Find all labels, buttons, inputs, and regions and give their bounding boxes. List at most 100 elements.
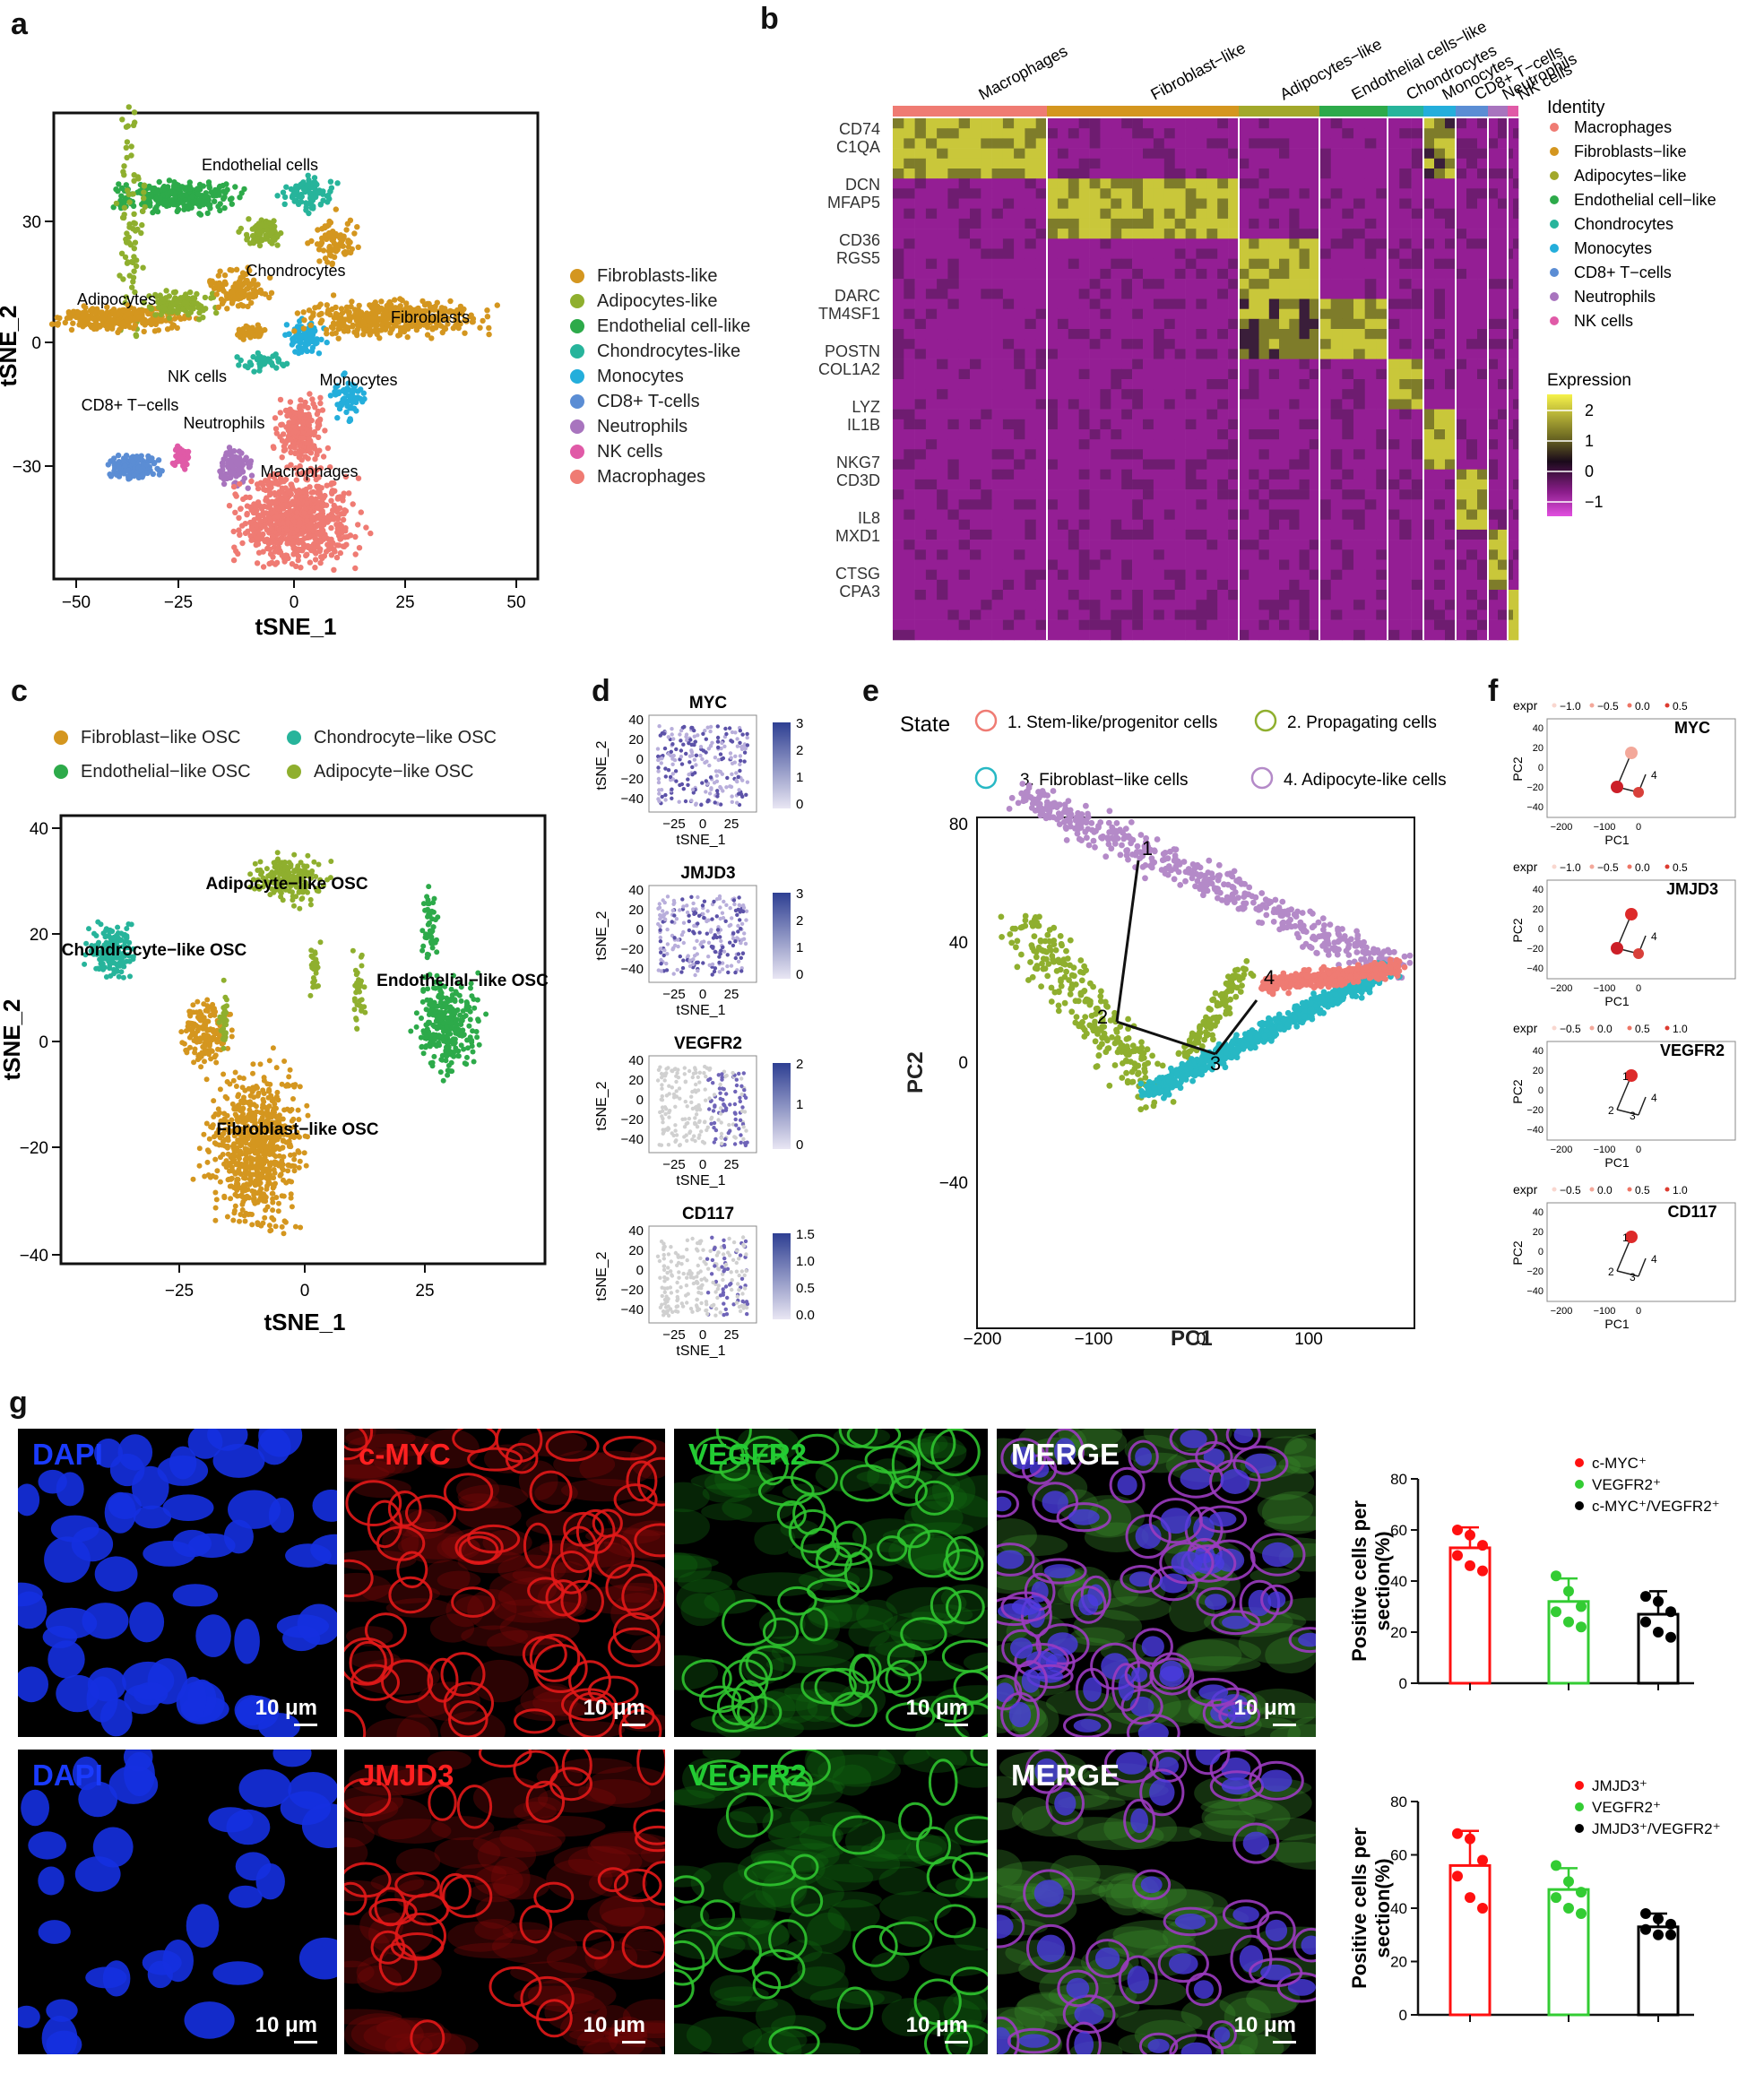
heat-cell	[1047, 339, 1059, 350]
heat-cell	[1196, 399, 1207, 410]
heat-cell	[1078, 359, 1090, 370]
tsne-point	[117, 272, 123, 279]
tsne-point	[272, 549, 279, 555]
tsne-point	[157, 195, 163, 202]
heat-cell	[1466, 258, 1478, 270]
heat-cell	[947, 298, 959, 309]
tsne-point	[317, 559, 324, 566]
heat-cell	[958, 429, 971, 440]
heat-cell	[1388, 379, 1400, 390]
tsne-point	[120, 307, 126, 314]
heat-cell	[1488, 128, 1499, 139]
heat-cell	[958, 158, 971, 169]
tsne-point	[348, 304, 354, 310]
heat-cell	[1508, 289, 1514, 299]
heat-cell	[991, 218, 1004, 229]
heat-cell	[1388, 289, 1400, 299]
heat-cell	[893, 248, 904, 259]
heat-cell	[1319, 298, 1331, 309]
heat-cell	[1279, 379, 1290, 390]
tsne-point	[328, 524, 334, 531]
tsne-point	[442, 315, 449, 322]
tsne-point	[119, 117, 125, 123]
heat-cell	[1279, 238, 1290, 249]
heat-cell	[1153, 419, 1165, 430]
heat-cell	[1249, 419, 1259, 430]
heat-cell	[1057, 429, 1069, 440]
tsne-point	[176, 445, 182, 453]
heat-cell	[1411, 318, 1424, 330]
tsne-point	[439, 329, 445, 336]
tsne-point	[372, 313, 379, 319]
tsne-point	[427, 315, 434, 321]
heat-cell	[1035, 318, 1048, 330]
heat-cell	[1143, 289, 1154, 299]
tsne-point	[407, 305, 413, 311]
heat-cell	[1399, 368, 1412, 380]
heat-cell	[1174, 148, 1186, 160]
tsne-point	[308, 315, 315, 322]
heat-cell	[1299, 158, 1310, 169]
heat-cell	[970, 178, 981, 189]
tsne-point	[299, 448, 306, 454]
tsne-point	[220, 476, 227, 482]
heat-cell	[893, 399, 904, 410]
heat-cell	[937, 318, 948, 330]
heat-cell	[1089, 339, 1101, 350]
heat-cell	[904, 208, 915, 220]
heat-cell	[1508, 368, 1514, 380]
heat-cell	[1309, 409, 1320, 420]
heat-cell	[1057, 279, 1069, 289]
tsne-point	[292, 184, 299, 191]
heat-cell	[991, 118, 1004, 129]
panel-a-cluster-labels: Endothelial cellsChondrocytesAdipocytesF…	[77, 156, 470, 480]
heat-cell	[1299, 379, 1310, 390]
heat-cell	[991, 238, 1004, 249]
heat-cell	[1466, 439, 1478, 450]
heat-cell	[1217, 188, 1229, 199]
tsne-point	[131, 211, 137, 217]
heat-cell	[1100, 188, 1111, 199]
tsne-point	[288, 462, 294, 468]
heat-cell	[970, 449, 981, 460]
heat-cell	[1228, 419, 1240, 430]
heat-cell	[1196, 318, 1207, 330]
heat-cell	[1014, 339, 1025, 350]
heat-cell	[1456, 248, 1467, 259]
heat-cell	[1309, 329, 1320, 340]
heat-cell	[1174, 268, 1186, 280]
heat-cell	[1299, 198, 1310, 209]
tsne-point	[349, 399, 356, 406]
heat-cell	[991, 128, 1004, 139]
heat-cell	[1445, 419, 1457, 430]
heat-cell	[1002, 349, 1015, 359]
heat-cell	[1196, 419, 1207, 430]
heat-cell	[1309, 178, 1320, 189]
heat-cell	[1014, 118, 1025, 129]
tsne-point	[345, 244, 352, 250]
heat-cell	[914, 148, 927, 160]
heat-cell	[1111, 138, 1122, 149]
heat-cell	[1174, 218, 1186, 229]
heat-cell	[893, 419, 904, 430]
heat-cell	[1508, 169, 1514, 179]
tsne-point	[344, 385, 350, 392]
heat-cell	[1228, 298, 1240, 309]
heat-cell	[1376, 138, 1388, 149]
heat-cell	[937, 359, 948, 370]
heat-cell	[1249, 449, 1259, 460]
heat-cell	[1456, 298, 1467, 309]
heat-cell	[1488, 258, 1499, 270]
heat-cell	[1217, 198, 1229, 209]
heat-cell	[1025, 379, 1036, 390]
tsne-point	[274, 506, 281, 512]
heat-cell	[1100, 118, 1111, 129]
heat-cell	[1185, 449, 1197, 460]
heat-cell	[1309, 218, 1320, 229]
heat-cell	[925, 128, 938, 139]
heat-cell	[1411, 429, 1424, 440]
heat-cell	[1249, 289, 1259, 299]
heat-cell	[1047, 148, 1059, 160]
tsne-point	[288, 449, 294, 455]
heat-cell	[1513, 229, 1519, 239]
